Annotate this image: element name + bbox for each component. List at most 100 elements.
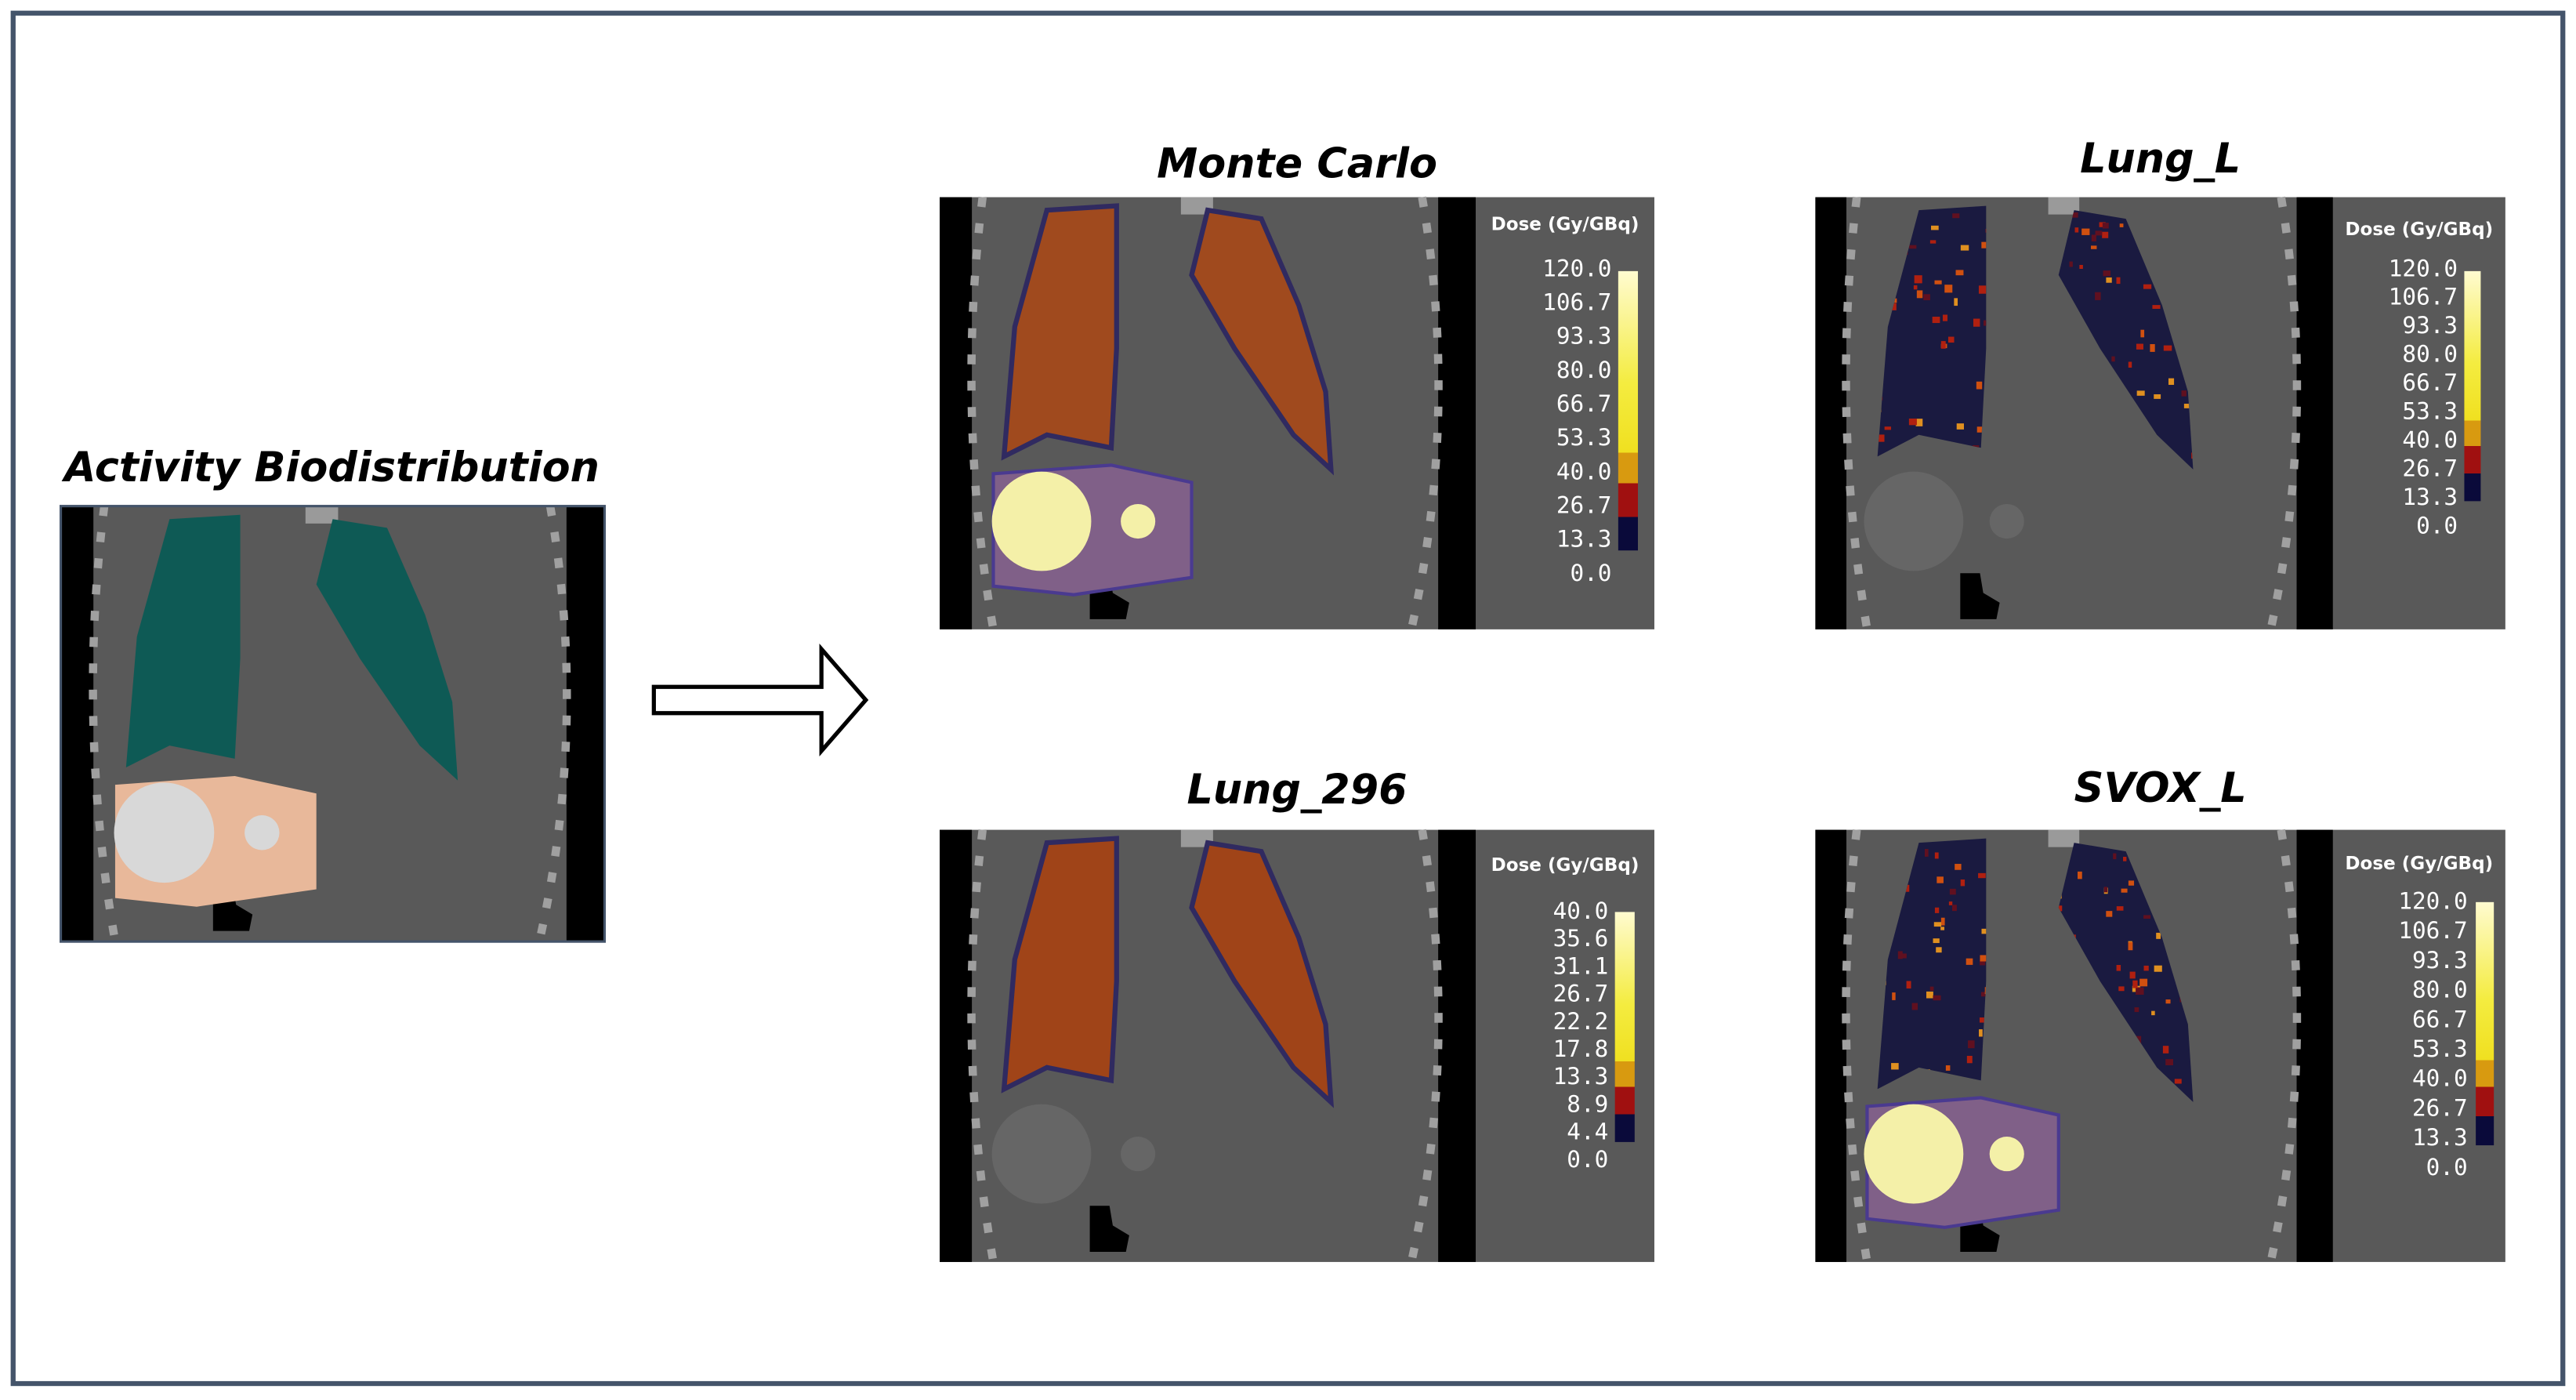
speckle (2072, 212, 2078, 218)
speckle (2154, 965, 2162, 972)
speckle (1980, 992, 1987, 997)
body-edge (1438, 197, 1476, 629)
colorbar-label: 120.0 (1542, 255, 1611, 281)
speckle (2058, 905, 2063, 912)
speckle (1980, 955, 1987, 962)
speckle (2103, 270, 2111, 277)
speckle (1951, 905, 1957, 912)
speckle (2103, 887, 2108, 893)
colorbar-title: Dose (Gy/GBq) (2345, 854, 2493, 874)
scan-image (60, 505, 605, 943)
speckle (1981, 241, 1987, 248)
speckle (1911, 1003, 1918, 1010)
speckle (1929, 986, 1934, 992)
body-edge (940, 197, 973, 629)
body-edge (60, 506, 94, 942)
scan-image (1815, 196, 2505, 630)
speckle (1940, 917, 1945, 926)
lung (1189, 207, 1335, 476)
speckle (1933, 922, 1942, 927)
speckle (2106, 911, 2113, 917)
speckle (2139, 978, 2148, 987)
panel-title: Lung_L (2080, 135, 2241, 183)
speckle (2081, 228, 2090, 235)
speckle (2168, 378, 2175, 385)
speckle (1940, 341, 1946, 349)
speckle (1978, 872, 1986, 879)
speckle (1981, 928, 1987, 934)
colorbar-label: 17.8 (1553, 1035, 1609, 1062)
tumor (991, 1104, 1092, 1204)
spine (2048, 197, 2080, 215)
speckle (2118, 986, 2125, 992)
speckle (1929, 240, 1937, 244)
colorbar (1618, 270, 1639, 551)
speckle (1973, 318, 1980, 327)
colorbar-label: 0.0 (1570, 560, 1611, 586)
speckle (1897, 951, 1903, 959)
speckle (1915, 419, 1923, 426)
speckle (2129, 971, 2136, 979)
speckle (2143, 284, 2152, 289)
speckle (1914, 275, 1922, 284)
spine (305, 506, 339, 524)
speckle (2079, 264, 2083, 269)
body-edge (1815, 829, 1847, 1262)
speckle (2156, 932, 2161, 939)
bowel (1089, 1206, 1129, 1252)
colorbar-label: 53.3 (1556, 424, 1612, 451)
speckle (1948, 901, 1953, 905)
colorbar-label: 26.7 (1556, 492, 1612, 519)
speckle (2143, 915, 2151, 919)
speckle (2154, 394, 2161, 399)
ribs (89, 505, 571, 943)
speckle (2165, 999, 2171, 1004)
colorbar-label: 93.3 (2402, 312, 2458, 339)
speckle (1933, 938, 1940, 944)
speckle (2102, 231, 2109, 238)
spine (1180, 829, 1213, 847)
colorbar-label: 66.7 (2402, 369, 2458, 396)
body-edge (2296, 829, 2333, 1262)
speckle (2119, 223, 2124, 227)
bowel (1960, 573, 2000, 619)
scan-image (1815, 829, 2505, 1264)
tumor-small (1121, 503, 1156, 539)
lung (1001, 836, 1119, 1094)
colorbar-label: 80.0 (2412, 977, 2468, 1003)
colorbar-label: 106.7 (2389, 284, 2458, 310)
speckle (1913, 285, 1918, 290)
arrow (651, 644, 869, 756)
lung (2058, 843, 2194, 1102)
panel-title: Monte Carlo (1157, 140, 1437, 187)
spine (2048, 829, 2080, 847)
speckle (1891, 1063, 1899, 1070)
speckle (1960, 245, 1969, 251)
speckle (1954, 298, 1958, 306)
speckle (1984, 987, 1987, 995)
colorbar-label: 80.0 (1556, 357, 1612, 383)
speckle (2165, 1059, 2173, 1066)
colorbar-label: 31.1 (1553, 952, 1609, 979)
colorbar-label: 0.0 (2426, 1154, 2468, 1181)
body-edge (1815, 197, 1847, 629)
ribs (1842, 196, 2302, 630)
speckle (1968, 1040, 1975, 1049)
left-title: Activity Biodistribution (61, 444, 600, 491)
speckle (2111, 356, 2115, 362)
image-border (59, 505, 607, 943)
speckle (2183, 404, 2191, 408)
speckle (2116, 965, 2121, 971)
speckle (1979, 1017, 1987, 1023)
body-edge (566, 506, 605, 942)
panel-title: SVOX_L (2074, 764, 2247, 812)
colorbar-label: 66.7 (1556, 390, 1612, 417)
ribs (967, 829, 1443, 1264)
speckle (2123, 857, 2127, 861)
tumor (991, 471, 1092, 571)
colorbar-label: 26.7 (1553, 981, 1609, 1007)
speckle (1936, 947, 1942, 953)
speckle (1892, 992, 1896, 1000)
speckle (1976, 426, 1983, 433)
speckle (2150, 343, 2155, 352)
